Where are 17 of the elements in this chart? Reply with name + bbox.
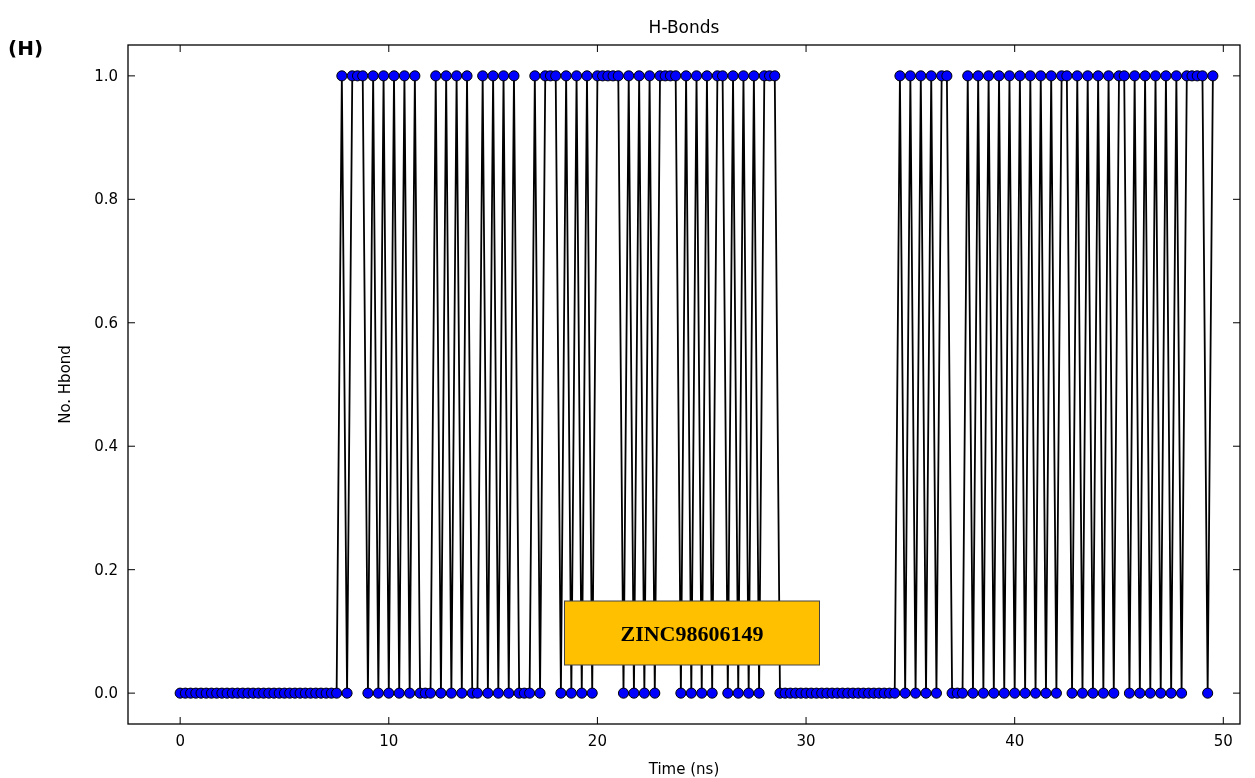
x-axis-title: Time (ns) xyxy=(647,760,720,778)
x-tick-label: 20 xyxy=(587,732,607,750)
x-tick-label: 10 xyxy=(379,732,399,750)
x-tick-label: 40 xyxy=(1005,732,1025,750)
x-tick-label: 50 xyxy=(1213,732,1233,750)
x-tick-label: 30 xyxy=(796,732,816,750)
y-tick-label: 0.6 xyxy=(94,313,118,332)
y-tick-label: 0.0 xyxy=(94,684,118,703)
y-tick-label: 0.4 xyxy=(94,437,118,456)
annotation: ZINC98606149 xyxy=(620,621,764,646)
x-tick-label: 0 xyxy=(175,732,185,750)
y-tick-label: 0.8 xyxy=(94,190,118,209)
y-tick-label: 0.2 xyxy=(94,560,118,579)
chart-title: H-Bonds xyxy=(648,17,720,37)
y-tick-label: 1.0 xyxy=(94,66,118,85)
text: (H) xyxy=(8,36,44,60)
y-axis-title: No. Hbond xyxy=(56,345,74,424)
